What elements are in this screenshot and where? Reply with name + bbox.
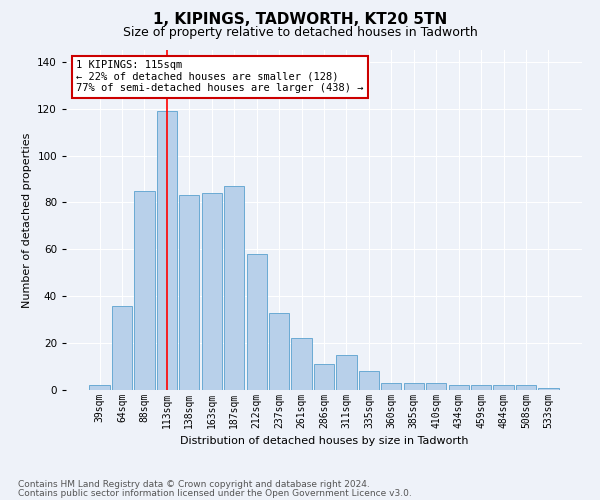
Bar <box>112 306 132 390</box>
Bar <box>359 371 379 390</box>
Bar <box>426 383 446 390</box>
X-axis label: Distribution of detached houses by size in Tadworth: Distribution of detached houses by size … <box>180 436 468 446</box>
Bar <box>89 386 110 390</box>
Bar <box>493 386 514 390</box>
Bar <box>471 386 491 390</box>
Bar <box>292 338 311 390</box>
Bar <box>247 254 267 390</box>
Text: Size of property relative to detached houses in Tadworth: Size of property relative to detached ho… <box>122 26 478 39</box>
Bar <box>337 355 356 390</box>
Text: Contains HM Land Registry data © Crown copyright and database right 2024.: Contains HM Land Registry data © Crown c… <box>18 480 370 489</box>
Text: Contains public sector information licensed under the Open Government Licence v3: Contains public sector information licen… <box>18 488 412 498</box>
Bar <box>202 193 222 390</box>
Bar <box>314 364 334 390</box>
Bar <box>134 190 155 390</box>
Text: 1, KIPINGS, TADWORTH, KT20 5TN: 1, KIPINGS, TADWORTH, KT20 5TN <box>153 12 447 28</box>
Bar <box>157 111 177 390</box>
Bar <box>224 186 244 390</box>
Bar <box>179 196 199 390</box>
Bar <box>449 386 469 390</box>
Text: 1 KIPINGS: 115sqm
← 22% of detached houses are smaller (128)
77% of semi-detache: 1 KIPINGS: 115sqm ← 22% of detached hous… <box>76 60 364 94</box>
Bar <box>404 383 424 390</box>
Bar <box>269 312 289 390</box>
Bar <box>538 388 559 390</box>
Bar <box>381 383 401 390</box>
Bar <box>516 386 536 390</box>
Y-axis label: Number of detached properties: Number of detached properties <box>22 132 32 308</box>
